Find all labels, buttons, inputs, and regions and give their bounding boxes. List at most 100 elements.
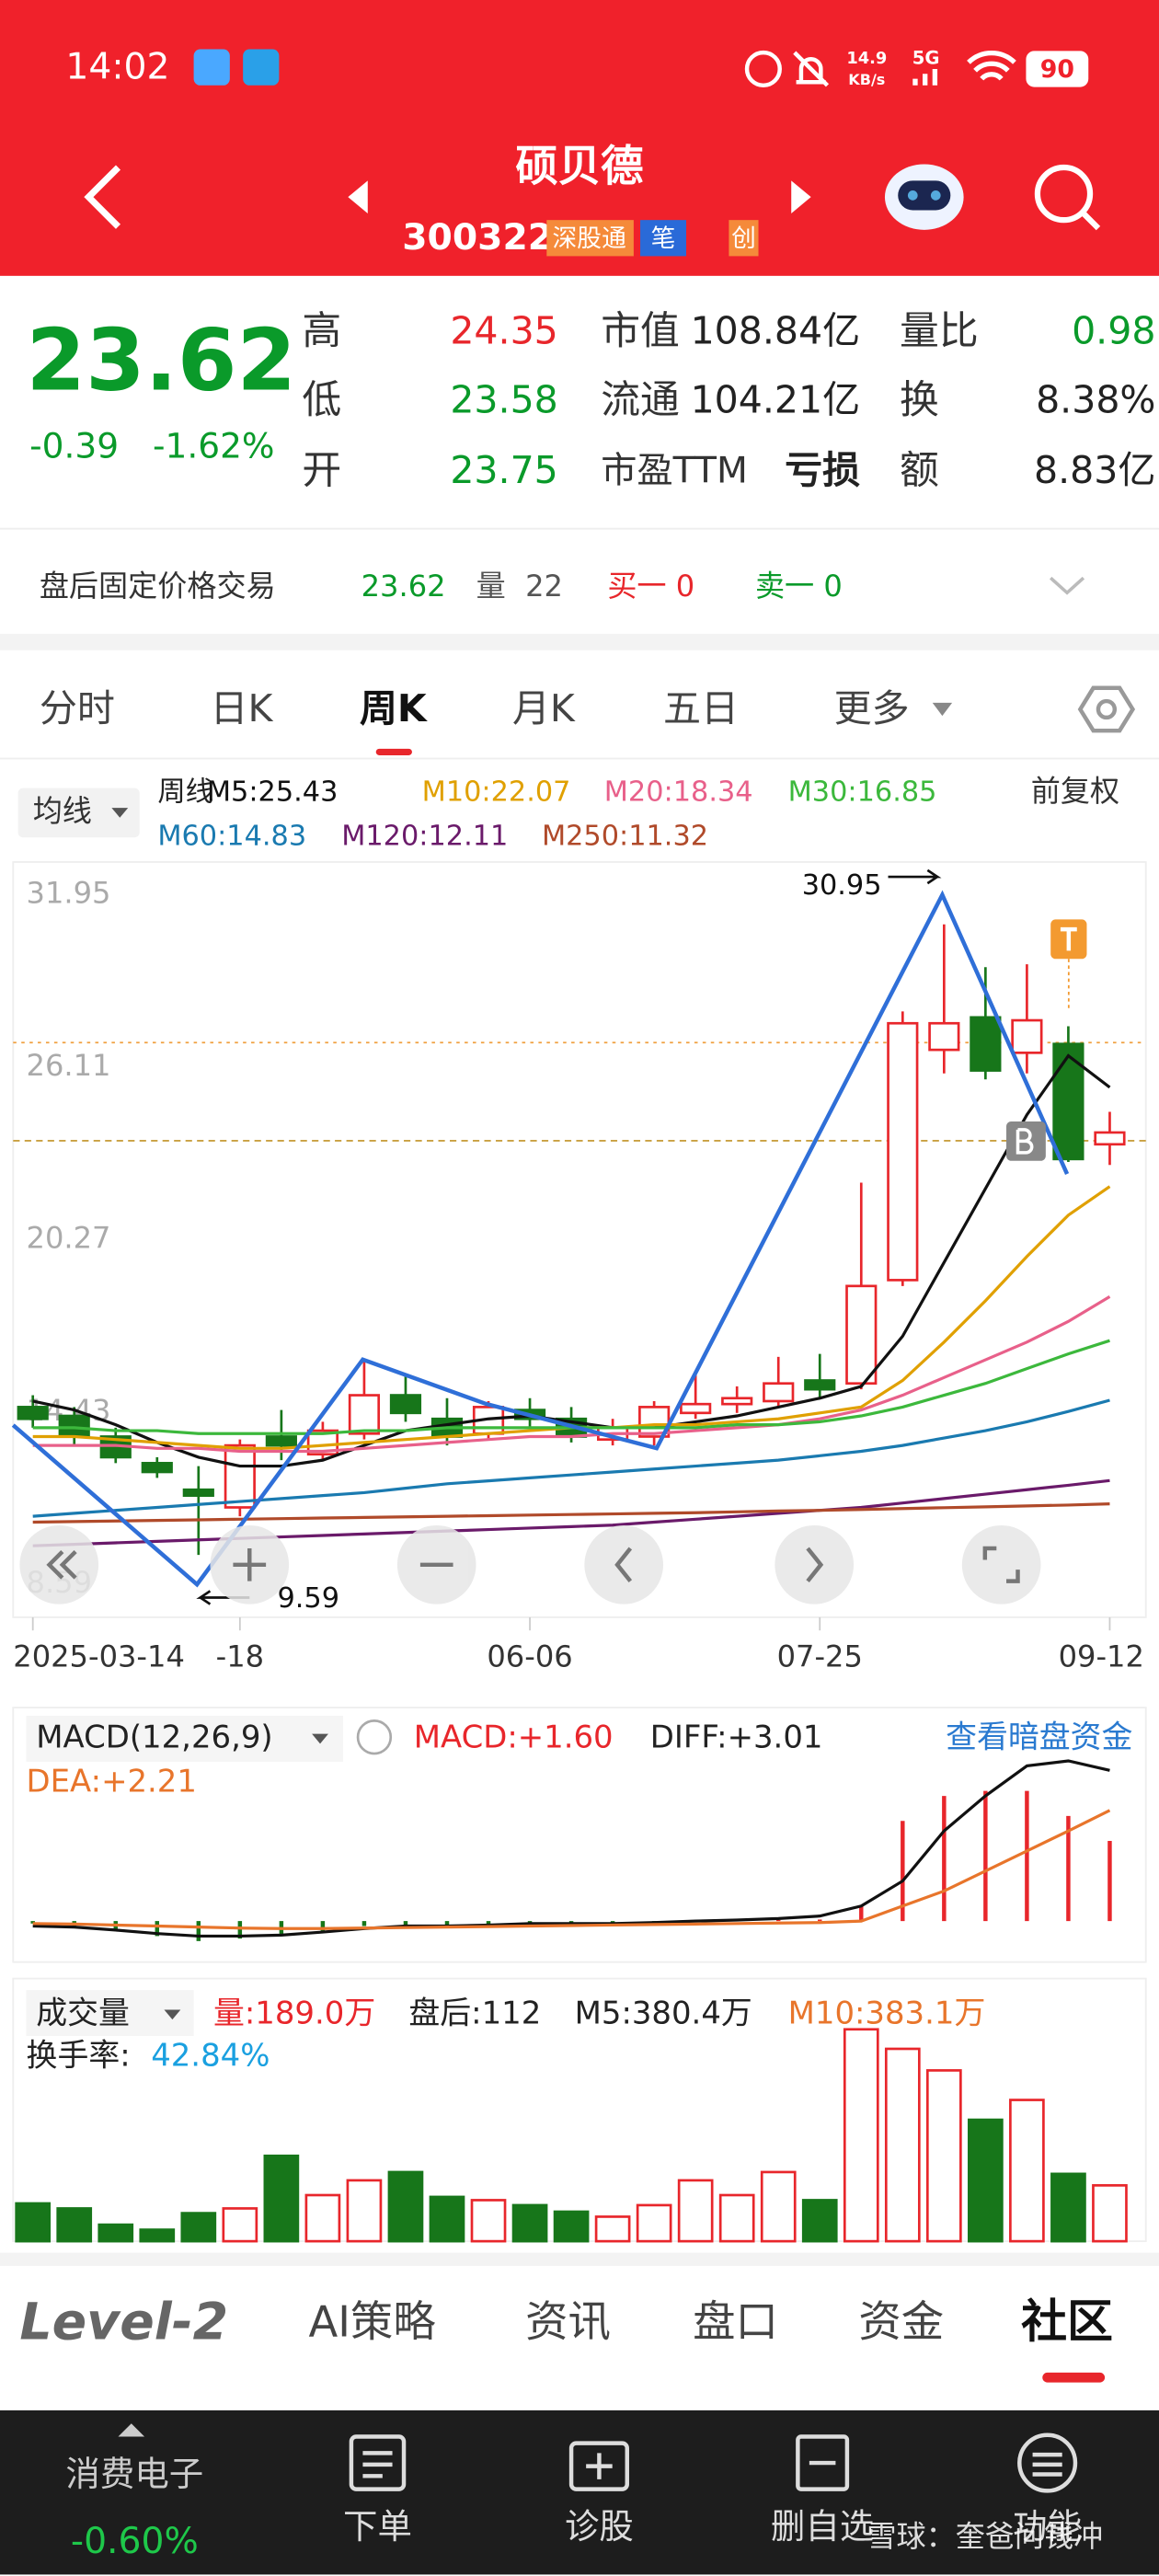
control[interactable] <box>961 1524 1041 1604</box>
ma-legend-item: M20:18.34 <box>604 776 753 809</box>
volume-bar <box>429 2195 465 2243</box>
nav-icons <box>349 2432 1078 2493</box>
tab[interactable]: 盘口 <box>693 2297 778 2347</box>
tab[interactable]: 五日 <box>663 686 739 730</box>
prev-stock[interactable] <box>348 180 368 214</box>
candle-body <box>182 1488 214 1497</box>
nav-item[interactable]: 删自选 <box>771 2506 874 2547</box>
price: 23.62 <box>27 310 297 409</box>
field-value: 0.98 <box>1072 308 1155 352</box>
back[interactable] <box>84 165 121 229</box>
field-label: 量比 <box>900 308 979 354</box>
ma-legend-item: M30:16.85 <box>788 776 937 809</box>
field-value: 23.58 <box>450 377 557 421</box>
candle-body <box>763 1382 795 1403</box>
robot-face <box>898 180 951 211</box>
tab-active[interactable]: 社区 <box>1021 2295 1113 2349</box>
volume-bar <box>1092 2184 1128 2243</box>
tab[interactable]: 资金 <box>858 2297 944 2347</box>
settings[interactable] <box>1077 685 1136 733</box>
volume-bar <box>968 2118 1004 2243</box>
battery <box>1026 51 1089 87</box>
macd-label[interactable]: MACD(12,26,9) <box>36 1719 272 1754</box>
signal-bars <box>912 68 938 86</box>
macd-line <box>32 1759 1110 1938</box>
ma-legend-item: M10:22.07 <box>422 776 571 809</box>
volume-selector-bg[interactable] <box>26 1990 194 2037</box>
high-arrow <box>888 868 942 885</box>
sector[interactable]: 消费电子 <box>65 2454 203 2494</box>
tab[interactable]: 日K <box>210 686 273 730</box>
volume-bar <box>925 2069 962 2243</box>
search-handle <box>1081 211 1101 231</box>
volume-bar <box>843 2028 879 2243</box>
b-letter <box>1016 1128 1034 1155</box>
nav-item[interactable]: 功能 <box>1013 2506 1082 2547</box>
tab[interactable]: 资讯 <box>525 2297 611 2347</box>
net-speed: 14.9 <box>846 49 887 68</box>
candle-body <box>970 1016 1002 1072</box>
candle-body <box>265 1435 297 1447</box>
y-tick-label: 20.27 <box>27 1220 111 1255</box>
period-tabs: 分时 日K 周K 月K 五日 更多 <box>40 686 910 730</box>
field-label: 换 <box>900 377 939 423</box>
x-tick-label: 2025-03-14 <box>13 1639 185 1674</box>
adjust[interactable]: 前复权 <box>1031 774 1119 809</box>
candle-body <box>845 1284 878 1386</box>
volume-value: 量:189.0万 <box>213 1995 375 2030</box>
afterhours-vol: 22 <box>525 569 563 604</box>
help[interactable] <box>356 1719 393 1755</box>
wifi <box>967 50 1016 81</box>
macd-value: MACD:+1.60 <box>414 1719 614 1754</box>
low-label: 9.59 <box>277 1582 339 1615</box>
control[interactable] <box>19 1524 99 1604</box>
nav-item[interactable]: 下单 <box>343 2506 412 2547</box>
field-value: 8.83亿 <box>1034 448 1155 492</box>
candle-body <box>141 1462 173 1474</box>
volume-plot <box>15 2028 1128 2243</box>
macd-selector-bg[interactable] <box>26 1716 344 1762</box>
tab[interactable]: 月K <box>512 686 576 730</box>
tag: 创 <box>731 224 756 253</box>
macd-frame <box>12 1707 1147 1963</box>
search[interactable] <box>1034 164 1094 224</box>
field-value: 104.21亿 <box>691 377 861 421</box>
field-value: 108.84亿 <box>691 308 861 352</box>
diff-value: DIFF:+3.01 <box>650 1719 823 1754</box>
volume-bar <box>511 2203 548 2243</box>
alarm-icon <box>744 50 782 88</box>
tab[interactable]: AI策略 <box>309 2297 436 2347</box>
y-tick-label: 26.11 <box>27 1048 111 1083</box>
ma-selector-bg[interactable] <box>17 788 140 838</box>
tab[interactable]: 分时 <box>40 686 115 730</box>
robot-eye <box>930 190 941 201</box>
x-tick-label: 07-25 <box>777 1639 863 1674</box>
candle-body <box>17 1406 49 1420</box>
tag-bg <box>729 220 759 257</box>
candle-body <box>1011 1018 1043 1054</box>
control[interactable] <box>775 1524 855 1604</box>
ma-line <box>32 1053 1111 1468</box>
expand[interactable] <box>1050 576 1085 595</box>
control[interactable] <box>584 1524 664 1604</box>
ma-legend-item: M60:14.83 <box>157 821 306 853</box>
next-stock[interactable] <box>791 180 811 214</box>
volume-bar <box>222 2207 258 2243</box>
field-value: 23.75 <box>450 448 557 492</box>
change: -0.39 <box>29 426 119 466</box>
x-tick-label: 06-06 <box>487 1639 572 1674</box>
tab-active[interactable]: 周K <box>360 686 429 730</box>
volume-label[interactable]: 成交量 <box>36 1995 130 2030</box>
tab[interactable]: 更多 <box>834 686 910 730</box>
tag-bg <box>546 220 634 257</box>
dark-pool-link[interactable]: 查看暗盘资金 <box>946 1719 1132 1754</box>
level2[interactable]: Level-2 <box>19 2293 228 2352</box>
volume-bar <box>15 2202 52 2243</box>
nav-labels: 下单 诊股 删自选 功能 <box>343 2506 1082 2547</box>
change-pct: -1.62% <box>153 426 275 466</box>
ma-selector[interactable]: 均线 <box>33 793 92 828</box>
nav-item[interactable]: 诊股 <box>565 2506 634 2547</box>
macd-line <box>32 1809 1111 1930</box>
